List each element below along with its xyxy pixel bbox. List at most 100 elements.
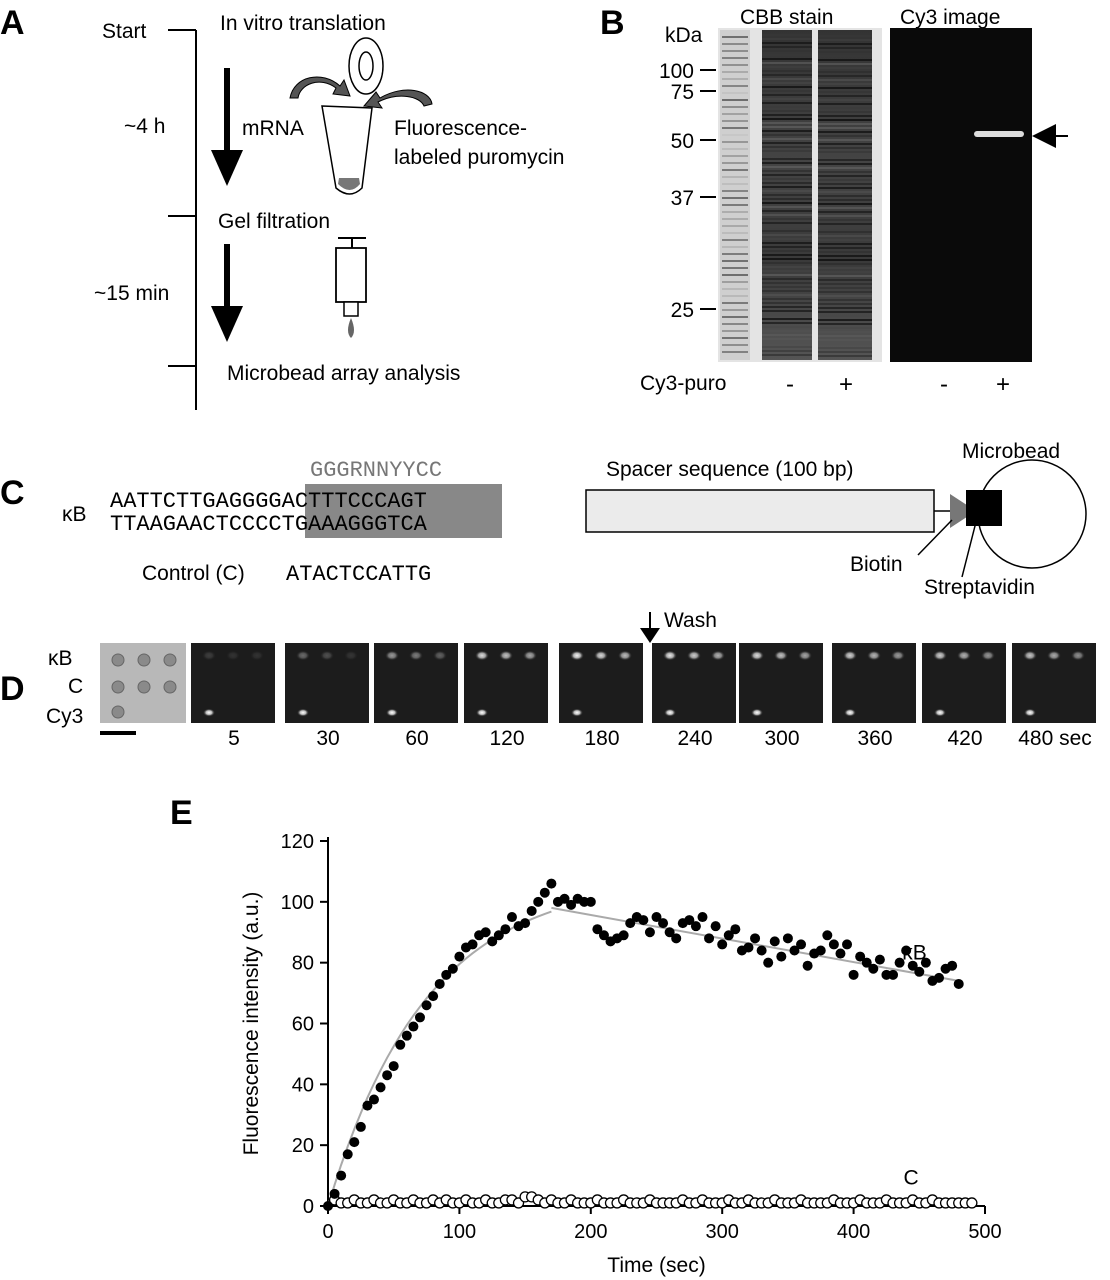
data-point-kb [888, 969, 899, 980]
time-label: 480 sec [1018, 727, 1092, 750]
data-point-kb [901, 945, 912, 956]
gel-band [818, 123, 872, 125]
cy3-bead [203, 709, 215, 717]
gel-band [818, 95, 872, 97]
ladder-band [722, 253, 748, 255]
marker-label: 50 [671, 130, 694, 153]
gel-band [762, 186, 812, 188]
row-label-cy3: Cy3 [46, 705, 83, 728]
data-point-kb [362, 1100, 373, 1111]
bead-outline [137, 653, 151, 667]
y-axis-label: Fluorescence intensity (a.u.) [240, 892, 263, 1156]
biotin-label: Biotin [850, 553, 903, 576]
gel-band [762, 198, 812, 200]
gel-band [762, 342, 812, 344]
panel-label-a: A [0, 4, 25, 42]
gel-band [818, 115, 872, 117]
ladder-band [722, 323, 748, 325]
gel-band [818, 283, 872, 285]
top-strand: AATTCTTGAGGGGACTTTCCCAGT [110, 489, 427, 514]
kb-bead [523, 651, 537, 661]
time-label-2: ~15 min [94, 282, 169, 305]
gel-band [818, 235, 872, 237]
ladder-band [722, 295, 748, 297]
kb-label: κB [62, 503, 87, 526]
gel-band [818, 39, 872, 41]
kb-bead [1023, 651, 1037, 661]
data-point-kb [539, 887, 550, 898]
data-point-kb [480, 927, 491, 938]
series-label-c: C [904, 1167, 919, 1190]
gel-band [818, 99, 872, 101]
ladder-band [722, 57, 748, 59]
ladder-band [722, 239, 748, 241]
wash-label: Wash [664, 609, 717, 632]
gel-band [818, 111, 872, 113]
gel-band [762, 142, 812, 144]
cy3-bead [934, 709, 946, 717]
y-tick-label: 80 [292, 953, 314, 975]
gel-band [762, 234, 812, 236]
cy3-bead [664, 709, 676, 717]
gel-band [762, 86, 812, 88]
data-point-kb [500, 924, 511, 935]
ladder-band [722, 316, 748, 318]
gel-band [762, 50, 812, 52]
gel-band [762, 330, 812, 332]
kb-bead [226, 651, 240, 661]
gel-band [818, 243, 872, 245]
ladder-band [722, 169, 748, 171]
gel-band [762, 258, 812, 260]
y-tick-label: 60 [292, 1014, 314, 1036]
gel-band [762, 214, 812, 216]
data-point-kb [664, 927, 675, 938]
gel-band [818, 327, 872, 329]
panel-label-e: E [170, 794, 193, 832]
kb-bead [433, 651, 447, 661]
data-point-kb-origin [323, 1201, 333, 1211]
gel-band [818, 323, 872, 325]
data-point-kb [467, 939, 478, 950]
gel-band [762, 286, 812, 288]
ladder-band [722, 64, 748, 66]
gel-band [818, 75, 872, 77]
gel-band [818, 347, 872, 349]
gel-band [818, 319, 872, 321]
data-point-kb [395, 1039, 406, 1050]
data-point-kb [848, 969, 859, 980]
gel-band [818, 275, 872, 277]
ladder-band [722, 351, 748, 353]
y-tick-label: 40 [292, 1074, 314, 1096]
ladder-band [722, 225, 748, 227]
ladder-band [722, 92, 748, 94]
data-point-kb [868, 963, 879, 974]
gel-band [762, 182, 812, 184]
gel-band [762, 42, 812, 44]
band-arrow-icon [1032, 124, 1068, 148]
data-point-kb [342, 1149, 353, 1160]
ladder-band [722, 183, 748, 185]
gel-band [818, 287, 872, 289]
data-point-kb [644, 927, 655, 938]
data-point-kb [651, 912, 662, 923]
ladder-band [722, 204, 748, 206]
start-label: Start [102, 20, 147, 43]
kb-bead [798, 651, 812, 661]
data-point-kb [388, 1061, 399, 1072]
time-label: 360 [857, 727, 892, 750]
data-point-kb [408, 1021, 419, 1032]
gel-band [762, 158, 812, 160]
gel-band [818, 231, 872, 233]
gel-band [818, 43, 872, 45]
data-point-kb [763, 957, 774, 968]
data-point-kb [861, 957, 872, 968]
ladder-band [722, 344, 748, 346]
gel-band [818, 119, 872, 121]
gel-band [818, 259, 872, 261]
gel-band [762, 110, 812, 112]
gel-band [818, 155, 872, 157]
down-arrow-icon [211, 244, 243, 342]
data-point-kb [585, 896, 596, 907]
cy3-bead [1024, 709, 1036, 717]
